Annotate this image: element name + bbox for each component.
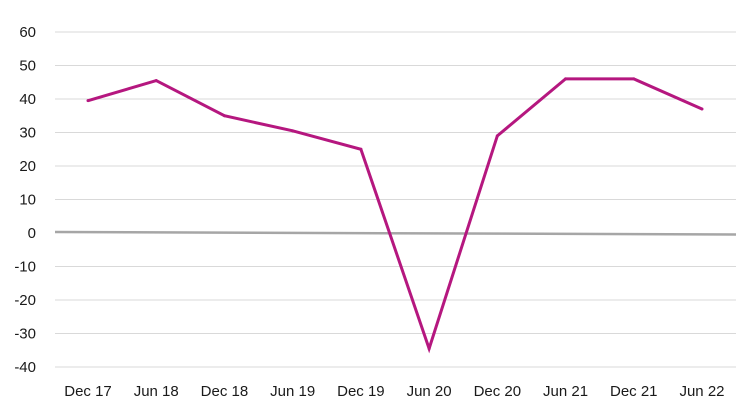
gridlines [55, 31, 736, 368]
y-tick-label: 0 [28, 225, 36, 242]
x-tick-label: Jun 19 [270, 383, 315, 400]
data-point [632, 77, 636, 81]
y-tick-label: 20 [19, 158, 36, 175]
y-tick-label: 50 [19, 58, 36, 75]
data-point [86, 99, 90, 103]
data-point [700, 107, 704, 111]
y-tick-label: 10 [19, 192, 36, 209]
y-tick-label: 40 [19, 91, 36, 108]
zero-line [54, 230, 737, 236]
x-tick-label: Jun 18 [134, 383, 179, 400]
data-point [495, 134, 499, 138]
x-axis: Dec 17 Jun 18 Dec 18 Jun 19 Dec 19 Jun 20 Dec … [64, 383, 724, 400]
x-tick-label: Dec 18 [201, 383, 249, 400]
data-point [359, 147, 363, 151]
x-tick-label: Jun 20 [407, 383, 452, 400]
data-point [222, 114, 226, 118]
x-tick-label: Dec 17 [64, 383, 112, 400]
y-tick-label: 30 [19, 125, 36, 142]
y-tick-label: -30 [14, 326, 36, 343]
y-tick-label: -40 [14, 359, 36, 376]
y-tick-label: -10 [14, 259, 36, 276]
data-point [564, 77, 568, 81]
series-line [87, 77, 703, 354]
x-tick-label: Dec 20 [474, 383, 522, 400]
zero-line-layer [54, 230, 737, 236]
data-point [291, 129, 295, 133]
x-tick-label: Jun 21 [543, 383, 588, 400]
x-tick-label: Jun 22 [679, 383, 724, 400]
x-tick-label: Dec 21 [610, 383, 658, 400]
y-tick-label: -20 [14, 292, 36, 309]
x-tick-label: Dec 19 [337, 383, 385, 400]
y-tick-label: 60 [19, 24, 36, 41]
data-point [154, 79, 158, 83]
series-layer [86, 77, 704, 354]
y-axis: 60 50 40 30 20 10 0 -10 -20 -30 -40 [14, 24, 36, 376]
data-point [427, 347, 431, 351]
